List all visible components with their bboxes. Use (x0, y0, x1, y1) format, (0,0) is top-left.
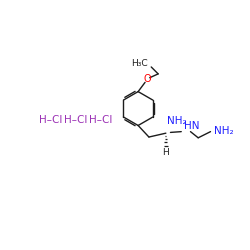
Text: HN: HN (184, 121, 200, 131)
Text: H–Cl: H–Cl (89, 115, 112, 125)
Text: O: O (144, 74, 151, 84)
Text: H–Cl: H–Cl (40, 115, 63, 125)
Text: H–Cl: H–Cl (64, 115, 88, 125)
Text: NH₂: NH₂ (166, 116, 186, 126)
Text: H₃C: H₃C (131, 60, 148, 68)
Text: NH₂: NH₂ (214, 126, 233, 136)
Text: H: H (162, 148, 169, 157)
